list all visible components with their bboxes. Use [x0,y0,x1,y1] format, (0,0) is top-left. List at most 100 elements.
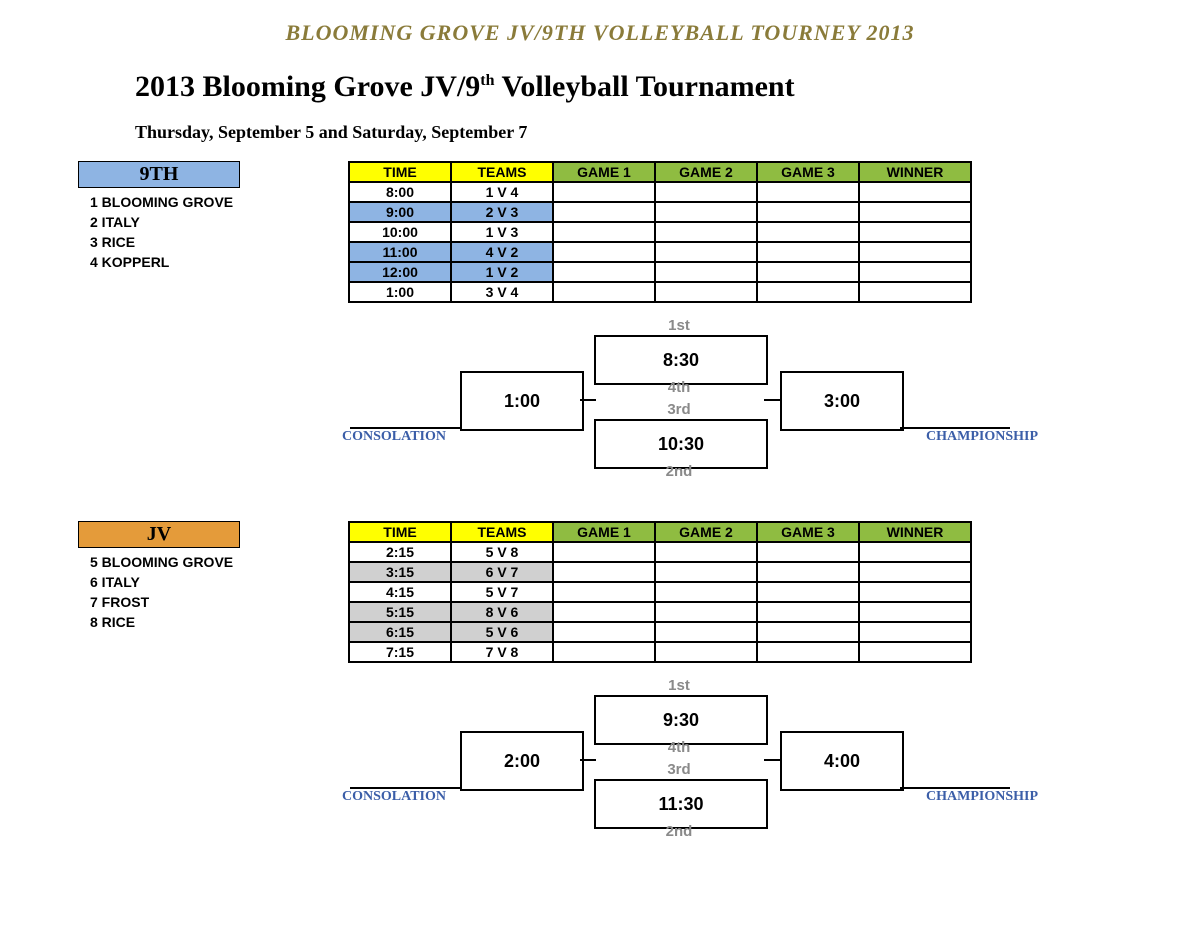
line-left-in [580,399,596,401]
game-1v4: 9:30 [594,695,768,745]
schedule-row: 9:002 V 3 [349,202,971,222]
schedule-row: 8:001 V 4 [349,182,971,202]
cell-teams: 3 V 4 [451,282,553,302]
cell-game [655,282,757,302]
consolation-box: 1:00 [460,371,584,431]
championship-box: 3:00 [780,371,904,431]
cell-game [655,642,757,662]
hdr-winner: WINNER [859,162,971,182]
bracket-jv-wrap: 1st 9:30 4th 3rd 11:30 2nd 2:00 4:00 CON… [350,681,1200,841]
cell-game [553,582,655,602]
seed-3rd: 3rd [594,761,764,778]
game-3v2: 10:30 [594,419,768,469]
section-9th: 9TH 1 BLOOMING GROVE2 ITALY3 RICE4 KOPPE… [0,161,1200,303]
seed-1st: 1st [594,677,764,694]
teams-9th: 1 BLOOMING GROVE2 ITALY3 RICE4 KOPPERL [90,192,338,272]
hdr-game2: GAME 2 [655,522,757,542]
cell-game [655,582,757,602]
team-item: 6 ITALY [90,572,338,592]
schedule-row: 12:001 V 2 [349,262,971,282]
caption-consolation: CONSOLATION [342,789,446,805]
cell-winner [859,542,971,562]
badge-jv: JV [78,521,240,548]
game-3v2: 11:30 [594,779,768,829]
hdr-game1: GAME 1 [553,522,655,542]
cell-teams: 5 V 7 [451,582,553,602]
cell-game [553,642,655,662]
cell-time: 2:15 [349,542,451,562]
cell-time: 12:00 [349,262,451,282]
cell-time: 3:15 [349,562,451,582]
badge-9th: 9TH [78,161,240,188]
cell-game [655,222,757,242]
line-left-in [580,759,596,761]
cell-time: 6:15 [349,622,451,642]
cell-game [553,242,655,262]
cell-game [655,242,757,262]
cell-teams: 5 V 8 [451,542,553,562]
line-right-in [764,399,780,401]
schedule-table-jv: TIME TEAMS GAME 1 GAME 2 GAME 3 WINNER 2… [348,521,972,663]
cell-winner [859,242,971,262]
cell-game [655,542,757,562]
schedule-row: 6:155 V 6 [349,622,971,642]
seed-1st: 1st [594,317,764,334]
cell-time: 7:15 [349,642,451,662]
cell-winner [859,602,971,622]
hdr-game1: GAME 1 [553,162,655,182]
hdr-teams: TEAMS [451,522,553,542]
cell-winner [859,222,971,242]
team-item: 5 BLOOMING GROVE [90,552,338,572]
cell-teams: 6 V 7 [451,562,553,582]
cell-game [553,222,655,242]
cell-game [553,602,655,622]
banner-title: BLOOMING GROVE JV/9TH VOLLEYBALL TOURNEY… [0,0,1200,46]
title-sup: th [480,72,494,89]
cell-game [757,202,859,222]
cell-game [757,642,859,662]
cell-game [553,562,655,582]
cell-winner [859,562,971,582]
schedule-row: 2:155 V 8 [349,542,971,562]
bracket-jv: 1st 9:30 4th 3rd 11:30 2nd 2:00 4:00 CON… [350,681,1010,841]
team-item: 1 BLOOMING GROVE [90,192,338,212]
title-pre: 2013 Blooming Grove JV/9 [135,70,480,103]
hdr-teams: TEAMS [451,162,553,182]
schedule-row: 10:001 V 3 [349,222,971,242]
team-item: 7 FROST [90,592,338,612]
team-item: 4 KOPPERL [90,252,338,272]
cell-game [757,582,859,602]
cell-game [553,282,655,302]
cell-time: 5:15 [349,602,451,622]
cell-time: 1:00 [349,282,451,302]
bracket-9th: 1st 8:30 4th 3rd 10:30 2nd 1:00 3:00 CON… [350,321,1010,481]
cell-teams: 8 V 6 [451,602,553,622]
cell-winner [859,262,971,282]
schedule-table-9th: TIME TEAMS GAME 1 GAME 2 GAME 3 WINNER 8… [348,161,972,303]
teamlist-9th: 9TH 1 BLOOMING GROVE2 ITALY3 RICE4 KOPPE… [0,161,338,272]
page: BLOOMING GROVE JV/9TH VOLLEYBALL TOURNEY… [0,0,1200,841]
seed-3rd: 3rd [594,401,764,418]
cell-game [757,602,859,622]
cell-game [655,602,757,622]
cell-time: 8:00 [349,182,451,202]
game-1v4: 8:30 [594,335,768,385]
hdr-game3: GAME 3 [757,522,859,542]
cell-game [757,562,859,582]
cell-teams: 5 V 6 [451,622,553,642]
teams-jv: 5 BLOOMING GROVE6 ITALY7 FROST8 RICE [90,552,338,632]
cell-game [655,622,757,642]
cell-game [553,202,655,222]
schedule-row: 4:155 V 7 [349,582,971,602]
dates: Thursday, September 5 and Saturday, Sept… [135,122,1200,143]
cell-game [757,182,859,202]
cell-time: 10:00 [349,222,451,242]
schedule-row: 7:157 V 8 [349,642,971,662]
cell-game [757,262,859,282]
cell-winner [859,622,971,642]
cell-game [655,202,757,222]
cell-teams: 1 V 3 [451,222,553,242]
cell-game [757,282,859,302]
cell-teams: 4 V 2 [451,242,553,262]
cell-teams: 1 V 2 [451,262,553,282]
